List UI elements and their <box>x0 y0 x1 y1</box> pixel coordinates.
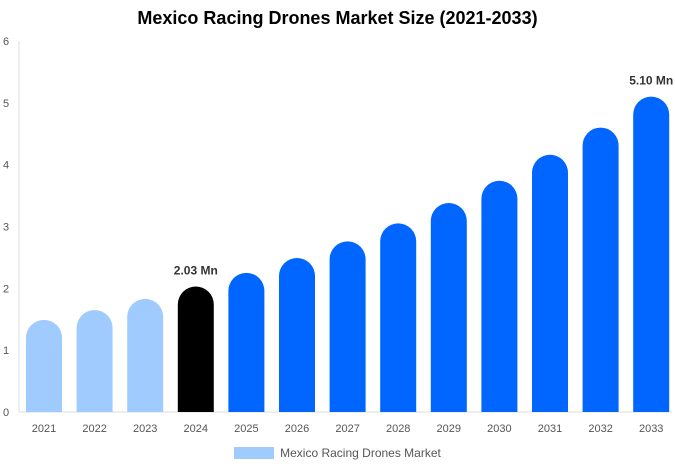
x-tick-label: 2031 <box>538 423 562 435</box>
x-tick-label: 2023 <box>133 423 157 435</box>
legend-label: Mexico Racing Drones Market <box>280 446 441 460</box>
bar-2029 <box>430 203 467 412</box>
y-tick-label: 5 <box>3 98 9 110</box>
legend-swatch <box>234 447 275 459</box>
legend: Mexico Racing Drones Market <box>0 446 675 460</box>
bar-2028 <box>380 223 417 412</box>
y-tick-label: 0 <box>3 407 9 419</box>
bar-2031 <box>532 154 568 413</box>
bar-2027 <box>329 241 366 412</box>
x-tick-label: 2030 <box>487 423 511 435</box>
bar-2026 <box>279 258 315 412</box>
y-tick-label: 2 <box>3 283 9 295</box>
bar-2022 <box>76 309 113 412</box>
bar-2033 <box>633 96 670 413</box>
x-tick-label: 2029 <box>437 423 461 435</box>
y-tick-label: 4 <box>3 160 9 172</box>
x-tick-label: 2022 <box>82 423 106 435</box>
x-tick-label: 2027 <box>335 423 359 435</box>
bar-2024 <box>177 286 214 412</box>
x-tick-label: 2021 <box>32 423 56 435</box>
x-tick-label: 2032 <box>588 423 612 435</box>
x-tick-label: 2024 <box>184 423 208 435</box>
bar-2032 <box>582 127 619 413</box>
y-tick-label: 1 <box>3 345 9 357</box>
data-label-2024: 2.03 Mn <box>174 263 218 277</box>
bar-2021 <box>26 319 62 412</box>
y-tick-label: 3 <box>3 222 9 234</box>
chart-title: Mexico Racing Drones Market Size (2021-2… <box>137 8 538 28</box>
bar-2030 <box>481 180 518 412</box>
x-tick-label: 2026 <box>285 423 309 435</box>
data-label-2033: 5.10 Mn <box>629 74 673 88</box>
y-tick-label: 6 <box>3 36 9 48</box>
x-tick-label: 2025 <box>234 423 258 435</box>
bar-2025 <box>228 272 265 412</box>
x-tick-label: 2033 <box>639 423 663 435</box>
x-tick-label: 2028 <box>386 423 410 435</box>
bar-2023 <box>127 298 164 412</box>
